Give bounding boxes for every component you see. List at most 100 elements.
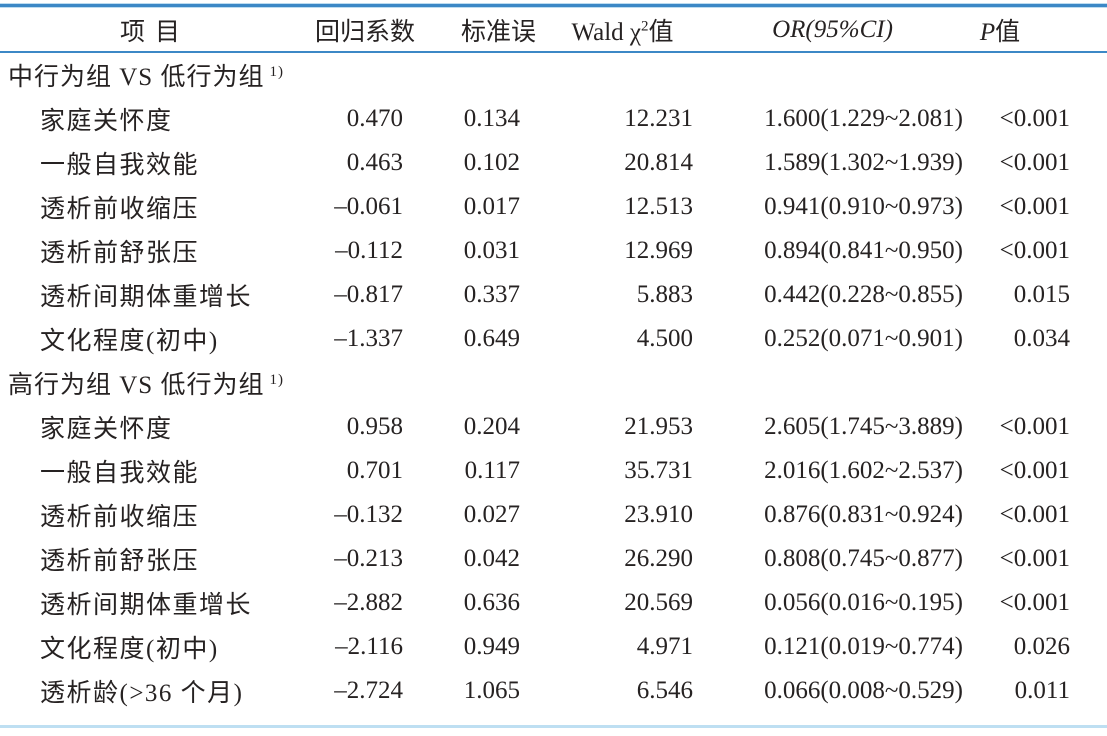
header-wald-chi-square: Wald χ2值 xyxy=(545,8,700,53)
or-ci-value: 0.056(0.016~0.195) xyxy=(764,589,963,616)
or-ci-value: 2.016(1.602~2.537) xyxy=(764,457,963,484)
standard-error-value: 0.649 xyxy=(463,325,520,352)
row-item-label: 文化程度(初中) xyxy=(40,328,219,355)
standard-error-value: 0.949 xyxy=(463,633,520,660)
coefficient-value: –0.817 xyxy=(334,281,403,308)
p-value: 0.015 xyxy=(1013,281,1070,308)
p-value: <0.001 xyxy=(999,149,1070,176)
standard-error-value: 0.134 xyxy=(463,105,520,132)
p-label: P xyxy=(979,18,996,46)
table-row: 透析间期体重增长 –0.817 0.337 5.883 0.442(0.228~… xyxy=(0,273,1107,317)
group-header-row: 中行为组 VS 低行为组 1) xyxy=(0,52,1107,97)
p-value: <0.001 xyxy=(999,105,1070,132)
standard-error-value: 0.027 xyxy=(463,501,520,528)
or-ci-value: 0.252(0.071~0.901) xyxy=(764,325,963,352)
table-body: 中行为组 VS 低行为组 1) 家庭关怀度 0.470 0.134 12.231 … xyxy=(0,52,1107,713)
or-ci-value: 1.589(1.302~1.939) xyxy=(764,149,963,176)
standard-error-value: 0.337 xyxy=(463,281,520,308)
footnote-marker: 1) xyxy=(269,63,284,80)
row-item-label: 透析前舒张压 xyxy=(40,548,200,575)
standard-error-value: 0.042 xyxy=(463,545,520,572)
standard-error-value: 0.017 xyxy=(463,193,520,220)
table-row: 家庭关怀度 0.958 0.204 21.953 2.605(1.745~3.8… xyxy=(0,405,1107,449)
row-item-label: 透析龄(>36 个月) xyxy=(40,680,244,707)
header-standard-error: 标准误 xyxy=(420,8,545,53)
table-header: 项目 回归系数 标准误 Wald χ2值 OR(95%CI) P值 xyxy=(0,8,1107,53)
table-row: 透析前收缩压 –0.061 0.017 12.513 0.941(0.910~0… xyxy=(0,185,1107,229)
wald-value: 23.910 xyxy=(624,501,693,528)
header-row: 项目 回归系数 标准误 Wald χ2值 OR(95%CI) P值 xyxy=(0,8,1107,53)
row-item-label: 一般自我效能 xyxy=(40,152,200,179)
standard-error-value: 0.636 xyxy=(463,589,520,616)
wald-value: 20.814 xyxy=(624,149,693,176)
row-item-label: 透析间期体重增长 xyxy=(40,284,253,311)
table-top-rule xyxy=(0,3,1107,8)
or-ci-value: 0.442(0.228~0.855) xyxy=(764,281,963,308)
or-ci-value: 0.894(0.841~0.950) xyxy=(764,237,963,264)
p-value: <0.001 xyxy=(999,501,1070,528)
row-item-label: 透析间期体重增长 xyxy=(40,592,253,619)
standard-error-value: 0.117 xyxy=(464,457,520,484)
table-row: 文化程度(初中) –2.116 0.949 4.971 0.121(0.019~… xyxy=(0,625,1107,669)
standard-error-value: 1.065 xyxy=(463,677,520,704)
header-p-value: P值 xyxy=(965,8,1107,53)
standard-error-value: 0.102 xyxy=(463,149,520,176)
wald-value: 35.731 xyxy=(624,457,693,484)
table-row: 一般自我效能 0.463 0.102 20.814 1.589(1.302~1.… xyxy=(0,141,1107,185)
wald-value: 20.569 xyxy=(624,589,693,616)
p-value: 0.011 xyxy=(1014,677,1070,704)
wald-value: 12.231 xyxy=(624,105,693,132)
row-item-label: 家庭关怀度 xyxy=(40,108,173,135)
wald-value: 12.513 xyxy=(624,193,693,220)
table-bottom-rule xyxy=(0,725,1107,728)
or-ci-value: 0.808(0.745~0.877) xyxy=(764,545,963,572)
or-ci-value: 2.605(1.745~3.889) xyxy=(764,413,963,440)
p-value: 0.034 xyxy=(1013,325,1070,352)
coefficient-value: –1.337 xyxy=(334,325,403,352)
row-item-label: 透析前收缩压 xyxy=(40,504,200,531)
row-item-label: 一般自我效能 xyxy=(40,460,200,487)
p-value: <0.001 xyxy=(999,545,1070,572)
table-row: 透析前收缩压 –0.132 0.027 23.910 0.876(0.831~0… xyxy=(0,493,1107,537)
wald-value: 5.883 xyxy=(636,281,693,308)
p-value: <0.001 xyxy=(999,589,1070,616)
wald-suffix: 值 xyxy=(648,18,674,46)
coefficient-value: –2.882 xyxy=(334,589,403,616)
coefficient-value: 0.958 xyxy=(346,413,403,440)
coefficient-value: –2.724 xyxy=(334,677,403,704)
p-value: 0.026 xyxy=(1013,633,1070,660)
table-row: 一般自我效能 0.701 0.117 35.731 2.016(1.602~2.… xyxy=(0,449,1107,493)
standard-error-value: 0.204 xyxy=(463,413,520,440)
footnote-marker: 1) xyxy=(269,371,284,388)
or-ci-label: OR(95%CI) xyxy=(772,15,893,43)
row-item-label: 家庭关怀度 xyxy=(40,416,173,443)
p-suffix: 值 xyxy=(995,18,1021,46)
group-label: 高行为组 VS 低行为组 xyxy=(8,372,265,399)
header-or-ci: OR(95%CI) xyxy=(700,8,965,53)
p-value: <0.001 xyxy=(999,237,1070,264)
table-row: 透析龄(>36 个月) –2.724 1.065 6.546 0.066(0.0… xyxy=(0,669,1107,713)
wald-superscript: 2 xyxy=(640,18,649,35)
or-ci-value: 0.121(0.019~0.774) xyxy=(764,633,963,660)
table-row: 透析间期体重增长 –2.882 0.636 20.569 0.056(0.016… xyxy=(0,581,1107,625)
group-header-high-vs-low: 高行为组 VS 低行为组 1) xyxy=(0,361,1107,405)
coefficient-value: 0.470 xyxy=(346,105,403,132)
wald-label: Wald χ xyxy=(571,18,641,46)
table-row: 透析前舒张压 –0.213 0.042 26.290 0.808(0.745~0… xyxy=(0,537,1107,581)
header-coefficient: 回归系数 xyxy=(310,8,420,53)
group-header-mid-vs-low: 中行为组 VS 低行为组 1) xyxy=(0,52,1107,97)
group-header-row: 高行为组 VS 低行为组 1) xyxy=(0,361,1107,405)
header-item: 项目 xyxy=(0,8,310,53)
table-row: 透析前舒张压 –0.112 0.031 12.969 0.894(0.841~0… xyxy=(0,229,1107,273)
p-value: <0.001 xyxy=(999,457,1070,484)
row-item-label: 透析前舒张压 xyxy=(40,240,200,267)
coefficient-value: –0.061 xyxy=(334,193,403,220)
p-value: <0.001 xyxy=(999,413,1070,440)
p-value: <0.001 xyxy=(999,193,1070,220)
coefficient-value: –0.132 xyxy=(334,501,403,528)
coefficient-value: 0.463 xyxy=(346,149,403,176)
or-ci-value: 0.941(0.910~0.973) xyxy=(764,193,963,220)
wald-value: 21.953 xyxy=(624,413,693,440)
row-item-label: 透析前收缩压 xyxy=(40,196,200,223)
wald-value: 26.290 xyxy=(624,545,693,572)
